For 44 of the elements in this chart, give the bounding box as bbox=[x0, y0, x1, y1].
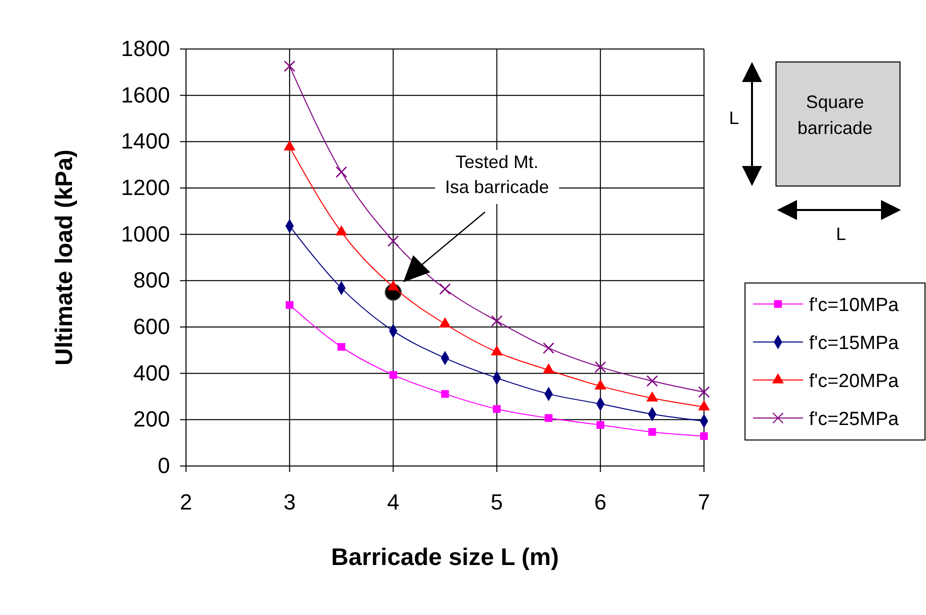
y-tick-label: 1600 bbox=[121, 82, 170, 108]
point bbox=[596, 421, 604, 429]
y-tick-label: 0 bbox=[158, 453, 170, 478]
y-tick-label: 1800 bbox=[121, 36, 170, 62]
x-axis-title: Barricade size L (m) bbox=[331, 544, 559, 571]
annotation: Tested Mt. Isa barricade bbox=[444, 152, 550, 197]
text: L bbox=[836, 224, 846, 244]
point bbox=[387, 235, 399, 247]
y-tick-label: 600 bbox=[133, 314, 170, 340]
point bbox=[389, 371, 398, 379]
point bbox=[544, 414, 552, 422]
point bbox=[646, 375, 658, 387]
point bbox=[338, 343, 346, 351]
x-tick-label: 5 bbox=[490, 490, 503, 515]
point bbox=[594, 361, 606, 373]
y-tick-label: 1400 bbox=[121, 128, 170, 154]
y-tick-label: 800 bbox=[133, 268, 170, 293]
point bbox=[441, 390, 449, 398]
point bbox=[286, 301, 294, 309]
y-tick-label: 400 bbox=[133, 360, 170, 386]
point bbox=[336, 166, 348, 178]
x-tick-label: 3 bbox=[283, 490, 296, 515]
text: L bbox=[728, 108, 740, 128]
point bbox=[284, 60, 296, 72]
y-axis-title: Ultimate load (kPa) bbox=[51, 149, 78, 366]
point bbox=[700, 432, 708, 440]
point bbox=[439, 283, 451, 295]
x-tick-label: 6 bbox=[594, 490, 607, 515]
x-tick-label: 4 bbox=[387, 490, 400, 515]
y-tick-label: 1000 bbox=[121, 221, 170, 246]
x-tick-label: 2 bbox=[180, 490, 192, 515]
text: Square barricade bbox=[797, 92, 873, 138]
point bbox=[648, 428, 656, 436]
legend-label: f'c=10MPa bbox=[809, 295, 900, 316]
point bbox=[698, 386, 710, 398]
point bbox=[492, 405, 501, 413]
legend-label: f'c=15MPa bbox=[809, 333, 900, 354]
y-tick-label: 200 bbox=[133, 406, 170, 432]
x-tick-label: 7 bbox=[698, 490, 710, 515]
point bbox=[491, 315, 503, 327]
legend-label: f'c=20MPa bbox=[809, 371, 900, 392]
y-tick-label: 1200 bbox=[121, 175, 170, 200]
point bbox=[542, 342, 554, 354]
legend-label: f'c=25MPa bbox=[809, 409, 900, 430]
